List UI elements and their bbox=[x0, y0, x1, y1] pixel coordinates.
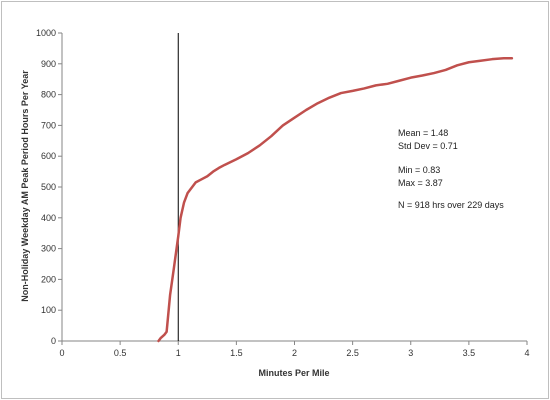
plot-area bbox=[157, 33, 514, 343]
y-tick-label: 400 bbox=[41, 213, 56, 223]
series-line-0 bbox=[157, 57, 514, 343]
x-axis: 0 0.5 1 1.5 2 2.5 3 3.5 4 bbox=[59, 340, 530, 358]
x-tick-label: 0 bbox=[59, 348, 64, 358]
y-tick-label: 100 bbox=[41, 305, 56, 315]
y-tick-label: 700 bbox=[41, 120, 56, 130]
y-tick-label: 500 bbox=[41, 182, 56, 192]
x-axis-title: Minutes Per Mile bbox=[258, 368, 329, 378]
y-tick-label: 800 bbox=[41, 90, 56, 100]
x-tick-label: 1.5 bbox=[230, 348, 243, 358]
std-dev-annotation: Std Dev = 0.71 bbox=[398, 141, 458, 151]
y-tick-label: 1000 bbox=[36, 28, 56, 38]
max-annotation: Max = 3.87 bbox=[398, 178, 443, 188]
x-tick-label: 4 bbox=[524, 348, 529, 358]
x-tick-label: 0.5 bbox=[114, 348, 127, 358]
y-tick-label: 600 bbox=[41, 151, 56, 161]
min-annotation: Min = 0.83 bbox=[398, 165, 440, 175]
y-axis: 0 100 200 300 400 500 600 700 800 900 1000 bbox=[36, 28, 63, 346]
y-tick-label: 300 bbox=[41, 244, 56, 254]
y-tick-label: 200 bbox=[41, 274, 56, 284]
y-tick-label: 900 bbox=[41, 59, 56, 69]
sample-size-annotation: N = 918 hrs over 229 days bbox=[398, 200, 504, 210]
x-tick-label: 3 bbox=[408, 348, 413, 358]
x-tick-label: 2 bbox=[292, 348, 297, 358]
y-axis-title: Non-Holiday Weekday AM Peak Period Hours… bbox=[20, 70, 30, 302]
mean-annotation: Mean = 1.48 bbox=[398, 128, 448, 138]
x-tick-label: 1 bbox=[176, 348, 181, 358]
x-tick-label: 2.5 bbox=[346, 348, 359, 358]
x-tick-label: 3.5 bbox=[463, 348, 476, 358]
y-tick-label: 0 bbox=[51, 336, 56, 346]
